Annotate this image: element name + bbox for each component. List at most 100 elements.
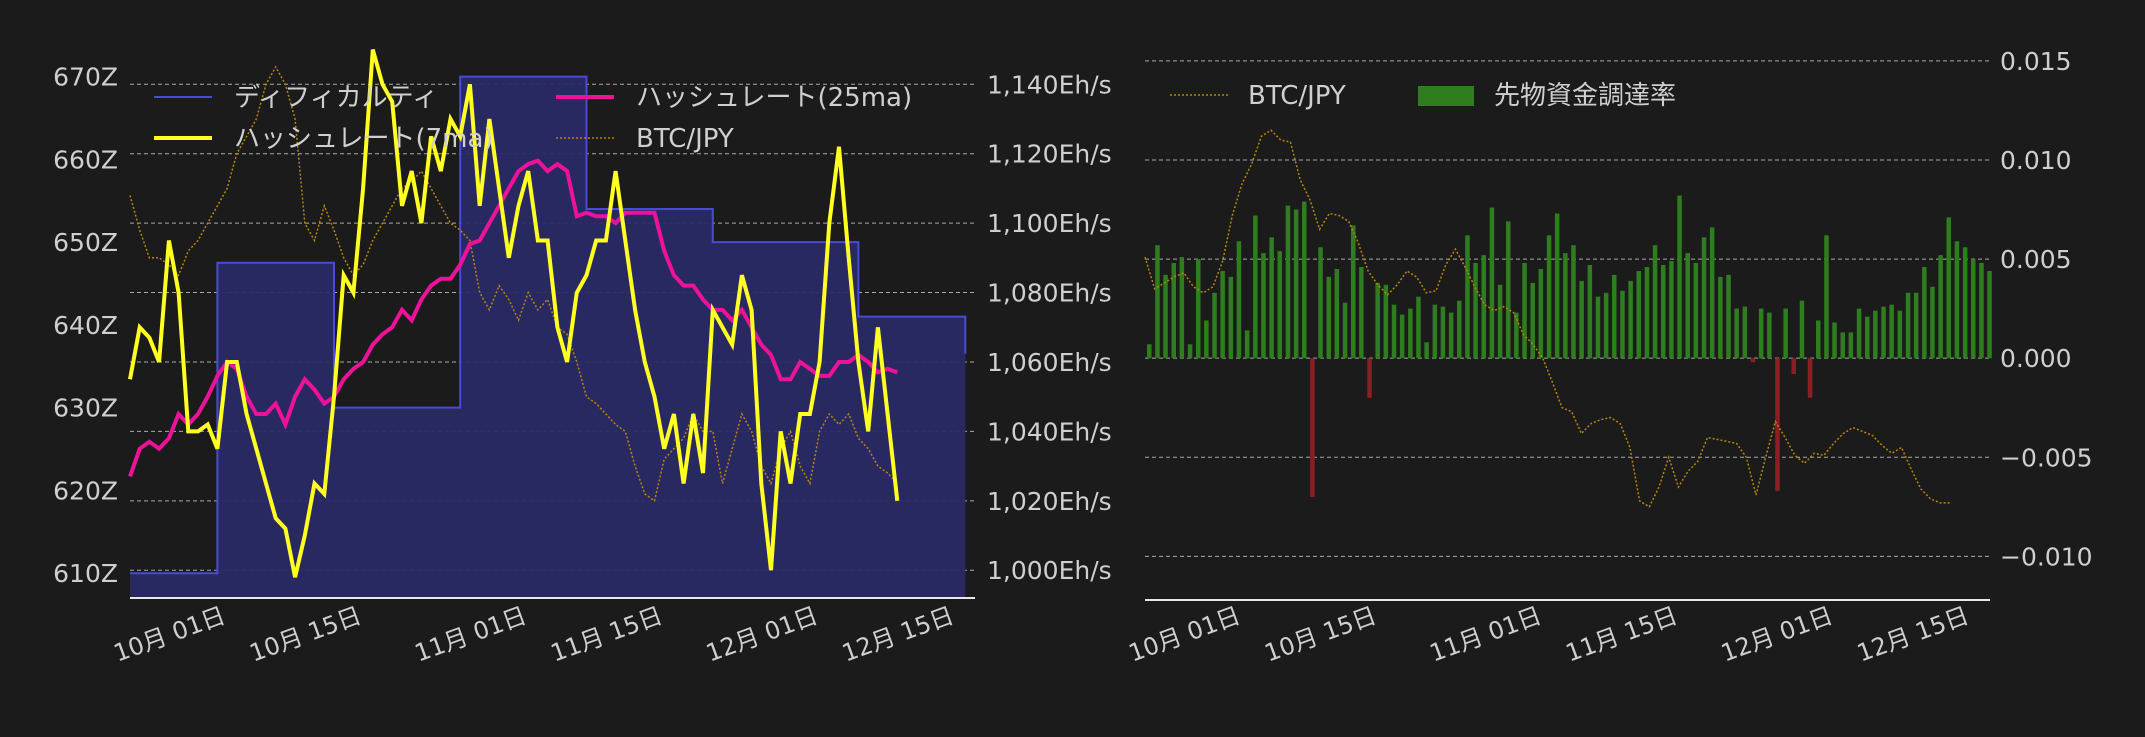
funding-rate-bar — [1750, 358, 1756, 363]
funding-rate-bar — [1661, 265, 1666, 359]
funding-rate-bar — [1236, 241, 1242, 359]
funding-rate-bar — [1563, 253, 1568, 359]
funding-rate-bar — [1187, 344, 1193, 359]
right-chart-y-ticks: 0.015 0.010 0.005 0.000 −0.005 −0.010 — [2000, 47, 2093, 572]
funding-rate-bar — [1457, 300, 1462, 359]
funding-rate-bar — [1726, 274, 1731, 359]
funding-rate-bar — [1351, 225, 1356, 359]
funding-rate-bar — [1832, 322, 1837, 359]
funding-rate-bar — [1742, 306, 1748, 359]
funding-rate-bar — [1946, 217, 1951, 359]
funding-rate-bar — [1628, 280, 1633, 359]
hashrate-7ma-line — [128, 49, 900, 578]
btc-jpy-series-right — [1144, 129, 1950, 508]
funding-rate-bar — [1196, 259, 1201, 359]
funding-rate-bar — [1979, 263, 1984, 359]
funding-rate-bar — [1408, 308, 1413, 359]
legend-label-difficulty: ディフィカルティ — [234, 83, 438, 113]
funding-rate-bar — [1171, 263, 1176, 359]
left-legend: ディフィカルティ ハッシュレート(7ma) ハッシュレート(25ma) BTC/… — [154, 83, 912, 154]
left-y-tick-label: 650Z — [53, 228, 118, 257]
left-y-tick-label: 640Z — [53, 311, 118, 340]
funding-rate-bar — [1179, 257, 1185, 359]
hashrate-25ma-series — [128, 158, 898, 478]
legend-label-hashrate-7ma: ハッシュレート(7ma) — [234, 124, 494, 154]
funding-rate-bar — [1865, 316, 1870, 359]
funding-rate-bar — [1285, 205, 1291, 359]
funding-rate-bar — [1432, 304, 1438, 359]
funding-rate-bar — [1873, 310, 1878, 359]
funding-rate-bar — [1612, 274, 1617, 359]
funding-rate-bar — [1318, 247, 1323, 359]
funding-rate-bar — [1212, 292, 1217, 359]
funding-rate-bar — [1465, 235, 1470, 359]
funding-rate-bar — [1734, 308, 1739, 359]
difficulty-step-line — [130, 75, 967, 575]
funding-rate-bar — [1506, 221, 1511, 359]
left-y-tick-label: 620Z — [53, 476, 118, 505]
funding-rate-bar — [1938, 255, 1943, 359]
right-legend: BTC/JPY 先物資金調達率 — [1170, 81, 1676, 111]
funding-rate-bar — [1228, 276, 1234, 359]
funding-rate-bar — [1261, 253, 1266, 359]
funding-rate-bar — [1677, 195, 1682, 359]
funding-y-tick-label: 0.010 — [2000, 146, 2072, 175]
funding-rate-bar — [1342, 302, 1348, 359]
funding-rate-bar — [1399, 314, 1405, 359]
funding-rate-bar — [1718, 276, 1723, 359]
funding-rate-bars — [1147, 195, 1992, 497]
funding-rate-bar — [1514, 312, 1519, 359]
right-y-tick-label: 1,060Eh/s — [987, 348, 1112, 377]
funding-rate-bar — [1375, 282, 1380, 359]
hashrate-25ma-line — [128, 158, 898, 478]
funding-rate-bar — [1767, 312, 1772, 359]
funding-rate-bar — [1440, 306, 1446, 359]
left-y-tick-label: 630Z — [53, 394, 118, 423]
right-y-tick-label: 1,120Eh/s — [987, 140, 1112, 169]
funding-rate-bar — [1587, 265, 1593, 359]
funding-rate-bar — [1971, 259, 1976, 359]
funding-rate-bar — [1856, 308, 1862, 359]
left-y-tick-label: 670Z — [53, 63, 118, 92]
funding-rate-bar — [1448, 312, 1454, 359]
funding-rate-bar — [1775, 358, 1780, 491]
funding-rate-bar — [1163, 274, 1168, 359]
funding-rate-bar — [1620, 290, 1625, 359]
funding-y-tick-label: 0.015 — [2000, 47, 2072, 76]
btc-jpy-line — [129, 65, 898, 503]
funding-rate-bar — [1383, 284, 1389, 359]
funding-rate-bar — [1416, 296, 1421, 359]
btc-jpy-series — [129, 65, 898, 503]
funding-rate-bar — [1807, 358, 1813, 398]
legend-label-hashrate-25ma: ハッシュレート(25ma) — [636, 83, 912, 113]
funding-y-tick-label: −0.005 — [2000, 443, 2093, 472]
funding-rate-bar — [1693, 263, 1699, 359]
funding-rate-bar — [1546, 235, 1552, 359]
funding-rate-bar — [1571, 245, 1576, 359]
legend-label-btc-jpy-right: BTC/JPY — [1248, 81, 1346, 111]
right-y-tick-label: 1,100Eh/s — [987, 209, 1112, 238]
funding-rate-bar — [1685, 253, 1690, 359]
funding-rate-bar — [1244, 330, 1250, 359]
funding-rate-bar — [1913, 292, 1919, 359]
funding-rate-bar — [1652, 245, 1658, 359]
funding-rate-bar — [1824, 235, 1829, 359]
funding-rate-bar — [1204, 320, 1209, 359]
funding-rate-bar — [1962, 247, 1968, 359]
funding-rate-bar — [1644, 267, 1650, 359]
difficulty-area — [130, 75, 967, 599]
funding-rate-bar — [1522, 263, 1527, 359]
funding-rate-bar — [1302, 201, 1307, 359]
funding-rate-bar — [1840, 332, 1845, 359]
right-y-tick-label: 1,140Eh/s — [987, 70, 1112, 99]
funding-y-tick-label: 0.005 — [2000, 245, 2072, 274]
funding-rate-bar — [1579, 280, 1584, 359]
funding-rate-bar — [1367, 358, 1372, 398]
right-y-axis-ticks: 1,000Eh/s 1,020Eh/s 1,040Eh/s 1,060Eh/s 1,08… — [987, 70, 1112, 585]
right-btc-jpy-line — [1144, 129, 1950, 508]
funding-rate-bar — [1391, 304, 1397, 359]
funding-rate-bar — [1603, 292, 1609, 359]
funding-rate-bar — [1881, 306, 1886, 359]
